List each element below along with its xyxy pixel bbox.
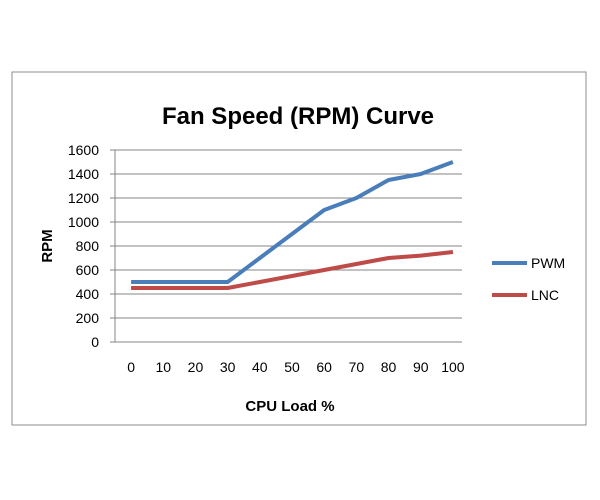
chart-frame <box>11 71 587 426</box>
legend: PWM LNC <box>492 255 565 303</box>
x-tick-label: 50 <box>284 359 300 375</box>
x-tick-label: 100 <box>441 359 465 375</box>
series-line-pwm <box>131 160 454 284</box>
y-tick-label: 0 <box>91 334 99 350</box>
chart-title: Fan Speed (RPM) Curve <box>162 103 434 130</box>
x-tick-labels: 0 10 20 30 40 50 60 70 80 90 100 <box>127 359 465 375</box>
legend-label-lnc: LNC <box>531 287 559 303</box>
y-tick-label: 400 <box>76 286 100 302</box>
x-tick-label: 60 <box>316 359 332 375</box>
y-tick-label: 1600 <box>68 142 99 158</box>
x-tick-label: 20 <box>188 359 204 375</box>
gridlines <box>110 149 462 343</box>
y-axis-label: RPM <box>39 229 56 262</box>
x-tick-label: 90 <box>413 359 429 375</box>
y-tick-label: 800 <box>76 238 100 254</box>
x-tick-label: 10 <box>155 359 171 375</box>
x-tick-label: 80 <box>381 359 397 375</box>
y-tick-label: 200 <box>76 310 100 326</box>
legend-label-pwm: PWM <box>531 255 565 271</box>
y-tick-label: 1200 <box>68 190 99 206</box>
x-tick-label: 30 <box>220 359 236 375</box>
y-tick-label: 1000 <box>68 214 99 230</box>
y-tick-label: 1400 <box>68 166 99 182</box>
x-tick-label: 70 <box>349 359 365 375</box>
x-axis-label: CPU Load % <box>245 398 334 415</box>
x-tick-label: 0 <box>127 359 135 375</box>
series-lines <box>131 160 454 290</box>
y-tick-label: 600 <box>76 262 100 278</box>
y-tick-labels: 0 200 400 600 800 1000 1200 1400 1600 <box>68 142 99 350</box>
x-tick-label: 40 <box>252 359 268 375</box>
series-line-lnc <box>131 250 454 290</box>
